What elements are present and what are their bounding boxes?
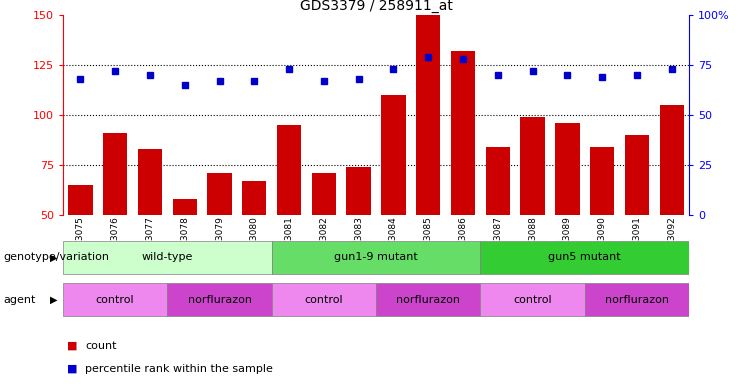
- Text: norflurazon: norflurazon: [187, 295, 251, 305]
- Text: percentile rank within the sample: percentile rank within the sample: [85, 364, 273, 374]
- Text: norflurazon: norflurazon: [396, 295, 460, 305]
- Bar: [272, 241, 480, 274]
- Text: control: control: [305, 295, 343, 305]
- Bar: [480, 283, 585, 316]
- Text: ▶: ▶: [50, 252, 58, 262]
- Text: wild-type: wild-type: [142, 252, 193, 262]
- Text: GSM323087: GSM323087: [494, 216, 502, 271]
- Text: control: control: [96, 295, 134, 305]
- Text: control: control: [514, 295, 552, 305]
- Text: GSM323081: GSM323081: [285, 216, 293, 271]
- Bar: [272, 283, 376, 316]
- Text: GSM323088: GSM323088: [528, 216, 537, 271]
- Bar: [167, 283, 272, 316]
- Bar: [590, 147, 614, 215]
- Text: gun1-9 mutant: gun1-9 mutant: [334, 252, 418, 262]
- Text: ■: ■: [67, 341, 77, 351]
- Bar: [451, 51, 475, 215]
- Bar: [585, 283, 689, 316]
- Bar: [382, 95, 405, 215]
- Text: count: count: [85, 341, 117, 351]
- Text: GSM323075: GSM323075: [76, 216, 85, 271]
- Bar: [625, 135, 649, 215]
- Text: GSM323083: GSM323083: [354, 216, 363, 271]
- Bar: [68, 185, 93, 215]
- Text: GSM323079: GSM323079: [215, 216, 224, 271]
- Text: GSM323082: GSM323082: [319, 216, 328, 271]
- Bar: [347, 167, 370, 215]
- Text: genotype/variation: genotype/variation: [4, 252, 110, 262]
- Text: GSM323076: GSM323076: [110, 216, 119, 271]
- Bar: [376, 283, 480, 316]
- Bar: [63, 241, 272, 274]
- Text: GSM323084: GSM323084: [389, 216, 398, 271]
- Bar: [277, 125, 302, 215]
- Bar: [138, 149, 162, 215]
- Bar: [207, 173, 232, 215]
- Bar: [63, 283, 167, 316]
- Text: GSM323090: GSM323090: [598, 216, 607, 271]
- Bar: [520, 117, 545, 215]
- Text: ■: ■: [67, 364, 77, 374]
- Text: GSM323089: GSM323089: [563, 216, 572, 271]
- Text: norflurazon: norflurazon: [605, 295, 669, 305]
- Bar: [480, 241, 689, 274]
- Bar: [555, 123, 579, 215]
- Text: GSM323092: GSM323092: [667, 216, 677, 271]
- Text: GSM323078: GSM323078: [180, 216, 189, 271]
- Text: GSM323091: GSM323091: [633, 216, 642, 271]
- Text: GSM323086: GSM323086: [459, 216, 468, 271]
- Text: GSM323085: GSM323085: [424, 216, 433, 271]
- Bar: [242, 181, 267, 215]
- Bar: [485, 147, 510, 215]
- Bar: [173, 199, 197, 215]
- Text: GSM323077: GSM323077: [145, 216, 154, 271]
- Bar: [659, 105, 684, 215]
- Bar: [312, 173, 336, 215]
- Text: agent: agent: [4, 295, 36, 305]
- Text: gun5 mutant: gun5 mutant: [548, 252, 621, 262]
- Title: GDS3379 / 258911_at: GDS3379 / 258911_at: [299, 0, 453, 13]
- Text: GSM323080: GSM323080: [250, 216, 259, 271]
- Text: ▶: ▶: [50, 295, 58, 305]
- Bar: [103, 133, 127, 215]
- Bar: [416, 15, 440, 215]
